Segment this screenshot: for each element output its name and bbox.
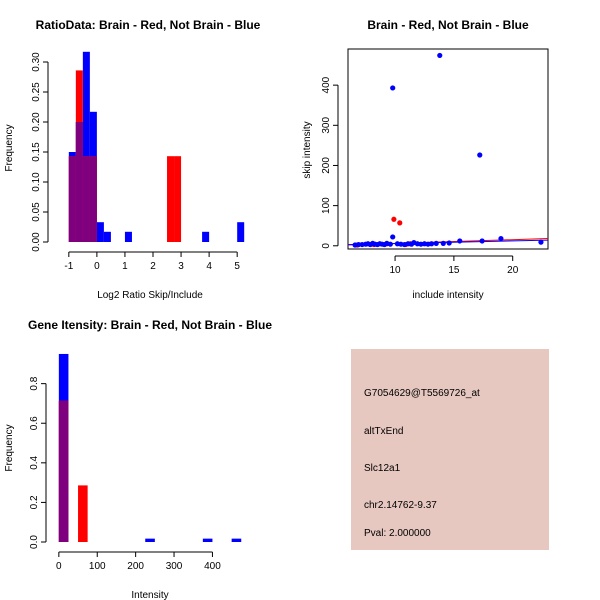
intensity-bar-not-brain-3 [231,538,242,542]
scatter-x-tick-label-2: 20 [507,265,519,276]
ratio-bar-brain-5 [174,156,182,242]
ratio-bar-overlap-2 [82,156,90,242]
ratio-bar-overlap-0 [68,156,76,242]
scatter-y-tick-label-2: 200 [321,157,332,174]
ratio-x-axis-label: Log2 Ratio Skip/Include [97,290,203,301]
ratio-y-tick-label-2: 0.10 [31,172,42,192]
scatter-point-not-brain-27 [433,240,439,246]
ratio-bar-not-brain-4 [96,222,104,242]
scatter-point-not-brain-34 [498,235,504,242]
intensity-y-tick-label-3: 0.6 [29,416,40,430]
ratio-y-tick-label-3: 0.15 [31,142,42,162]
scatter-y-tick-label-0: 0 [321,243,332,249]
ratio-y-tick-label-1: 0.05 [31,202,42,222]
ratio-bar-not-brain-7 [202,231,210,242]
scatter-point-not-brain-14 [390,85,396,91]
scatter-chart-title: Brain - Red, Not Brain - Blue [367,18,529,32]
scatter-point-not-brain-32 [477,152,483,158]
ratio-bar-overlap-3 [89,156,97,242]
gene-name-text: Slc12a1 [364,463,401,474]
intensity-x-axis-label: Intensity [131,590,168,600]
scatter-point-not-brain-28 [437,52,443,59]
intensity-y-axis-label: Frequency [4,424,15,471]
ratio-bar-brain-4 [167,156,175,242]
ratio-x-tick-label-5: 4 [206,261,212,272]
ratio-bar-overlap-1 [75,122,83,242]
scatter-point-not-brain-30 [446,240,452,246]
intensity-y-tick-label-0: 0.0 [29,535,40,549]
ratio-x-tick-label-3: 2 [150,261,156,272]
ratio-x-tick-label-1: 0 [94,261,100,272]
intensity-x-tick-label-4: 400 [204,561,221,572]
scatter-y-tick-label-3: 300 [321,117,332,134]
intensity-bar-brain-1 [78,485,88,542]
scatter-point-not-brain-29 [440,240,446,246]
scatter-point-not-brain-35 [538,239,544,245]
intensity-bar-not-brain-2 [202,538,213,542]
scatter-point-brain-4 [397,220,403,226]
scatter-y-tick-label-1: 100 [321,197,332,214]
ratio-bar-not-brain-6 [124,231,132,242]
ratio-chart-title: RatioData: Brain - Red, Not Brain - Blue [36,18,261,32]
event-type-text: altTxEnd [364,426,403,437]
ratio-x-tick-label-4: 3 [178,261,184,272]
ratio-y-tick-label-6: 0.30 [31,52,42,72]
intensity-chart-title: Gene Itensity: Brain - Red, Not Brain - … [28,318,272,332]
intensity-y-tick-label-2: 0.4 [29,455,40,469]
scatter-y-tick-label-4: 400 [321,76,332,93]
intensity-bar-overlap-0 [58,400,69,542]
ratio-y-tick-label-5: 0.25 [31,82,42,102]
scatter-point-not-brain-33 [479,238,485,244]
info-panel: G7054629@T5569726_at altTxEnd Slc12a1 ch… [351,349,549,550]
intensity-x-tick-label-2: 200 [127,561,144,572]
info-panel-background [351,349,549,550]
ratio-y-tick-label-0: 0.00 [31,232,42,252]
intensity-x-tick-label-3: 300 [166,561,183,572]
scatter-y-axis-label: skip intensity [302,121,313,178]
ratio-y-tick-label-4: 0.20 [31,112,42,132]
ratio-bar-not-brain-2 [82,51,90,242]
ratio-bar-not-brain-8 [237,222,245,242]
scatter-x-axis-label: include intensity [412,290,483,301]
scatter-x-tick-label-0: 10 [389,265,401,276]
ratio-x-tick-label-6: 5 [234,261,240,272]
scatter-point-brain-3 [391,216,397,222]
scatter-point-not-brain-26 [428,241,435,247]
intensity-histogram-panel: Gene Itensity: Brain - Red, Not Brain - … [4,318,272,600]
pval-text: Pval: 2.000000 [364,528,431,539]
probe-id-text: G7054629@T5569726_at [364,388,480,399]
scatter-point-not-brain-15 [390,234,396,240]
scatter-panel: Brain - Red, Not Brain - Blue include in… [302,18,549,301]
scatter-point-not-brain-13 [387,241,393,247]
scatter-point-not-brain-31 [457,238,463,244]
ratio-x-tick-label-0: -1 [64,261,73,272]
ratio-histogram-panel: RatioData: Brain - Red, Not Brain - Blue… [4,18,261,301]
intensity-y-tick-label-4: 0.8 [29,376,40,390]
intensity-bar-not-brain-1 [145,538,155,542]
ratio-bar-not-brain-5 [103,231,111,242]
location-text: chr2.14762-9.37 [364,500,437,511]
ratio-y-axis-label: Frequency [4,124,15,171]
intensity-y-tick-label-1: 0.2 [29,495,40,509]
scatter-x-tick-label-1: 15 [448,265,460,276]
scatter-plot-box [347,48,549,250]
intensity-x-tick-label-1: 100 [89,561,106,572]
ratio-x-tick-label-2: 1 [122,261,128,272]
intensity-x-tick-label-0: 0 [56,561,62,572]
